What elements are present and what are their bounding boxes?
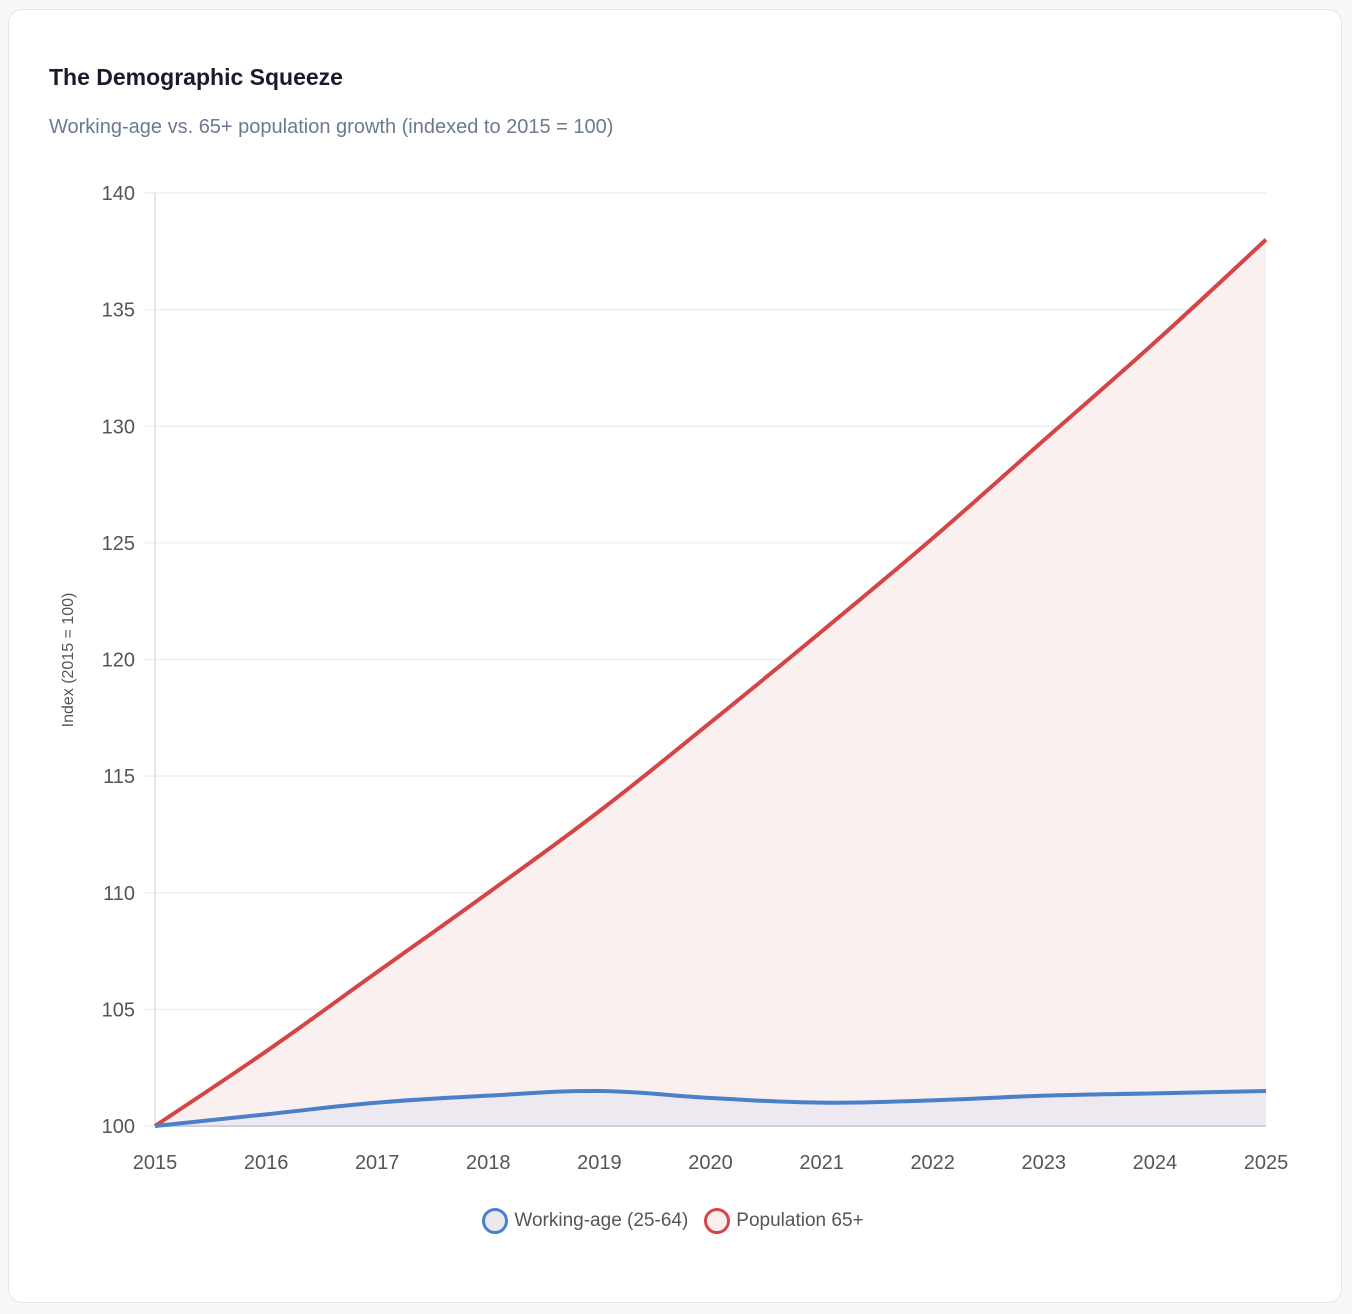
x-tick-label: 2020 xyxy=(688,1152,733,1174)
chart-title: The Demographic Squeeze xyxy=(49,64,343,90)
series-area xyxy=(155,239,1266,1126)
chart-subtitle: Working-age vs. 65+ population growth (i… xyxy=(49,116,614,138)
x-tick-label: 2015 xyxy=(133,1152,178,1174)
legend-swatch xyxy=(482,1208,509,1234)
y-tick-label: 140 xyxy=(102,183,135,205)
x-tick-label: 2025 xyxy=(1244,1152,1289,1174)
x-tick-label: 2024 xyxy=(1133,1152,1178,1174)
y-tick-label: 135 xyxy=(102,300,135,322)
y-tick-label: 115 xyxy=(103,766,135,788)
legend-item-65plus[interactable]: Population 65+ xyxy=(704,1208,864,1234)
legend-label: Working-age (25-64) xyxy=(514,1210,689,1231)
y-tick-label: 110 xyxy=(103,883,135,905)
x-tick-label: 2023 xyxy=(1022,1152,1067,1174)
series-line xyxy=(154,1088,1267,1128)
legend-swatch xyxy=(704,1208,731,1234)
y-tick-label: 125 xyxy=(102,533,135,555)
legend-label: Population 65+ xyxy=(736,1210,864,1231)
series-line xyxy=(153,238,1268,1128)
x-tick-label: 2022 xyxy=(910,1152,955,1174)
y-tick-label: 120 xyxy=(102,650,135,672)
y-axis-label: Index (2015 = 100) xyxy=(60,593,77,728)
y-tick-label: 105 xyxy=(102,999,135,1021)
y-tick-label: 100 xyxy=(102,1116,135,1138)
x-tick-label: 2021 xyxy=(799,1152,844,1174)
x-tick-label: 2016 xyxy=(244,1152,289,1174)
x-tick-label: 2017 xyxy=(355,1152,400,1174)
legend-item-working-age[interactable]: Working-age (25-64) xyxy=(482,1208,688,1234)
x-tick-label: 2019 xyxy=(577,1152,622,1174)
y-tick-label: 130 xyxy=(102,416,135,438)
legend: Working-age (25-64) Population 65+ xyxy=(0,1208,1352,1234)
x-tick-label: 2018 xyxy=(466,1152,511,1174)
